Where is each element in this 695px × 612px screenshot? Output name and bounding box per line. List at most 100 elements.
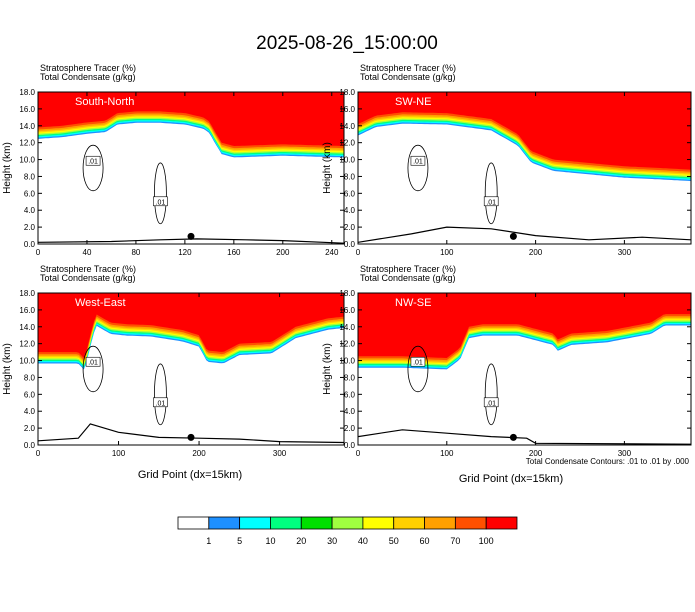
colorbar-swatch xyxy=(270,516,302,530)
contour-label-box xyxy=(483,196,499,207)
colorbar-swatch xyxy=(177,516,210,530)
tracer-band xyxy=(358,92,691,170)
contour-label-box xyxy=(153,397,168,408)
panel-title-condensate: Total Condensate (g/kg) xyxy=(360,72,456,82)
y-tick-label: 16.0 xyxy=(19,306,35,315)
contour-label-box xyxy=(410,356,426,367)
y-tick-label: 0.0 xyxy=(344,240,356,249)
condensate-contour xyxy=(484,162,498,225)
y-tick-label: 6.0 xyxy=(24,189,36,198)
y-tick-label: 8.0 xyxy=(24,373,36,382)
region-label: South-North xyxy=(75,96,134,108)
panel-west-east: Stratosphere Tracer (%)Total Condensate … xyxy=(2,264,345,458)
y-tick-label: 10.0 xyxy=(339,357,355,366)
panel-title-condensate: Total Condensate (g/kg) xyxy=(40,72,136,82)
colorbar-swatch xyxy=(454,516,487,530)
panel-title-condensate: Total Condensate (g/kg) xyxy=(360,273,456,283)
plot-area: .01 .01 xyxy=(358,293,691,445)
contour-label: .01 xyxy=(156,199,166,206)
region-label: SW-NE xyxy=(395,96,431,108)
colorbar-label: 70 xyxy=(450,536,460,546)
y-axis-label: Height (km) xyxy=(322,142,333,194)
y-tick-label: 18.0 xyxy=(19,289,35,298)
y-tick-label: 6.0 xyxy=(344,189,356,198)
condensate-contour xyxy=(153,363,167,426)
x-tick-label: 200 xyxy=(529,248,543,257)
y-tick-label: 0.0 xyxy=(344,441,356,450)
tracer-band xyxy=(38,92,344,146)
panel-south-north: Stratosphere Tracer (%)Total Condensate … xyxy=(2,63,345,257)
condensate-contour xyxy=(484,363,498,426)
tracer-band xyxy=(358,293,691,358)
colorbar-swatch xyxy=(485,516,518,530)
x-tick-label: 120 xyxy=(178,248,192,257)
x-tick-label: 0 xyxy=(356,449,361,458)
tracer-band xyxy=(38,293,344,358)
y-axis-label: Height (km) xyxy=(2,142,13,194)
y-tick-label: 18.0 xyxy=(339,289,355,298)
y-tick-label: 12.0 xyxy=(19,340,35,349)
plot-frame xyxy=(37,91,345,245)
y-tick-label: 14.0 xyxy=(19,122,35,131)
x-tick-label: 160 xyxy=(227,248,241,257)
x-tick-label: 0 xyxy=(356,248,361,257)
colorbar-swatch xyxy=(331,516,364,530)
contour-note: Total Condensate Contours: .01 to .01 by… xyxy=(526,457,690,466)
y-tick-label: 10.0 xyxy=(339,156,355,165)
colorbar-label: 5 xyxy=(237,536,242,546)
x-tick-label: 240 xyxy=(325,248,339,257)
x-tick-label: 300 xyxy=(618,449,632,458)
y-tick-label: 14.0 xyxy=(339,122,355,131)
panel-title-tracer: Stratosphere Tracer (%) xyxy=(360,63,456,73)
y-tick-label: 2.0 xyxy=(344,424,356,433)
x-tick-label: 200 xyxy=(192,449,206,458)
contour-label-box xyxy=(85,155,101,166)
x-axis-label-left: Grid Point (dx=15km) xyxy=(138,469,242,481)
terrain-line xyxy=(38,423,344,444)
y-tick-label: 12.0 xyxy=(19,139,35,148)
panel-title-tracer: Stratosphere Tracer (%) xyxy=(40,264,136,274)
colorbar-label: 50 xyxy=(389,536,399,546)
contour-label: .01 xyxy=(88,159,98,166)
contour-label: .01 xyxy=(156,400,166,407)
location-marker xyxy=(187,433,195,441)
x-tick-label: 100 xyxy=(112,449,126,458)
colorbar-swatch xyxy=(362,516,395,530)
y-tick-label: 14.0 xyxy=(339,323,355,332)
y-tick-label: 2.0 xyxy=(24,223,36,232)
location-marker xyxy=(509,232,517,240)
x-tick-label: 80 xyxy=(131,248,140,257)
panel-title-condensate: Total Condensate (g/kg) xyxy=(40,273,136,283)
y-tick-label: 14.0 xyxy=(19,323,35,332)
y-tick-label: 6.0 xyxy=(344,390,356,399)
condensate-contour xyxy=(82,144,104,192)
panels: Stratosphere Tracer (%)Total Condensate … xyxy=(2,63,692,458)
y-tick-label: 4.0 xyxy=(24,407,36,416)
colorbar-label: 1 xyxy=(206,536,211,546)
y-tick-label: 4.0 xyxy=(344,407,356,416)
x-tick-label: 0 xyxy=(36,449,41,458)
colorbar-swatch xyxy=(239,516,271,530)
x-tick-label: 200 xyxy=(276,248,290,257)
colorbar-swatch xyxy=(300,516,333,530)
condensate-contour xyxy=(153,162,167,225)
y-tick-label: 12.0 xyxy=(339,139,355,148)
x-tick-label: 300 xyxy=(273,449,287,458)
panel-title-tracer: Stratosphere Tracer (%) xyxy=(40,63,136,73)
condensate-contour xyxy=(82,345,104,393)
x-tick-label: 0 xyxy=(36,248,41,257)
plot-frame xyxy=(357,292,692,446)
x-axis-label-right: Grid Point (dx=15km) xyxy=(459,473,563,485)
region-label: West-East xyxy=(75,297,126,309)
y-tick-label: 8.0 xyxy=(344,172,356,181)
y-tick-label: 16.0 xyxy=(339,306,355,315)
contour-label: .01 xyxy=(88,360,98,367)
plot-frame xyxy=(357,91,692,245)
colorbar-swatch xyxy=(393,516,425,530)
y-tick-label: 0.0 xyxy=(24,441,36,450)
contour-label-box xyxy=(483,397,499,408)
y-tick-label: 16.0 xyxy=(19,105,35,114)
y-tick-label: 6.0 xyxy=(24,390,36,399)
y-tick-label: 4.0 xyxy=(344,206,356,215)
contour-label-box xyxy=(85,356,101,367)
